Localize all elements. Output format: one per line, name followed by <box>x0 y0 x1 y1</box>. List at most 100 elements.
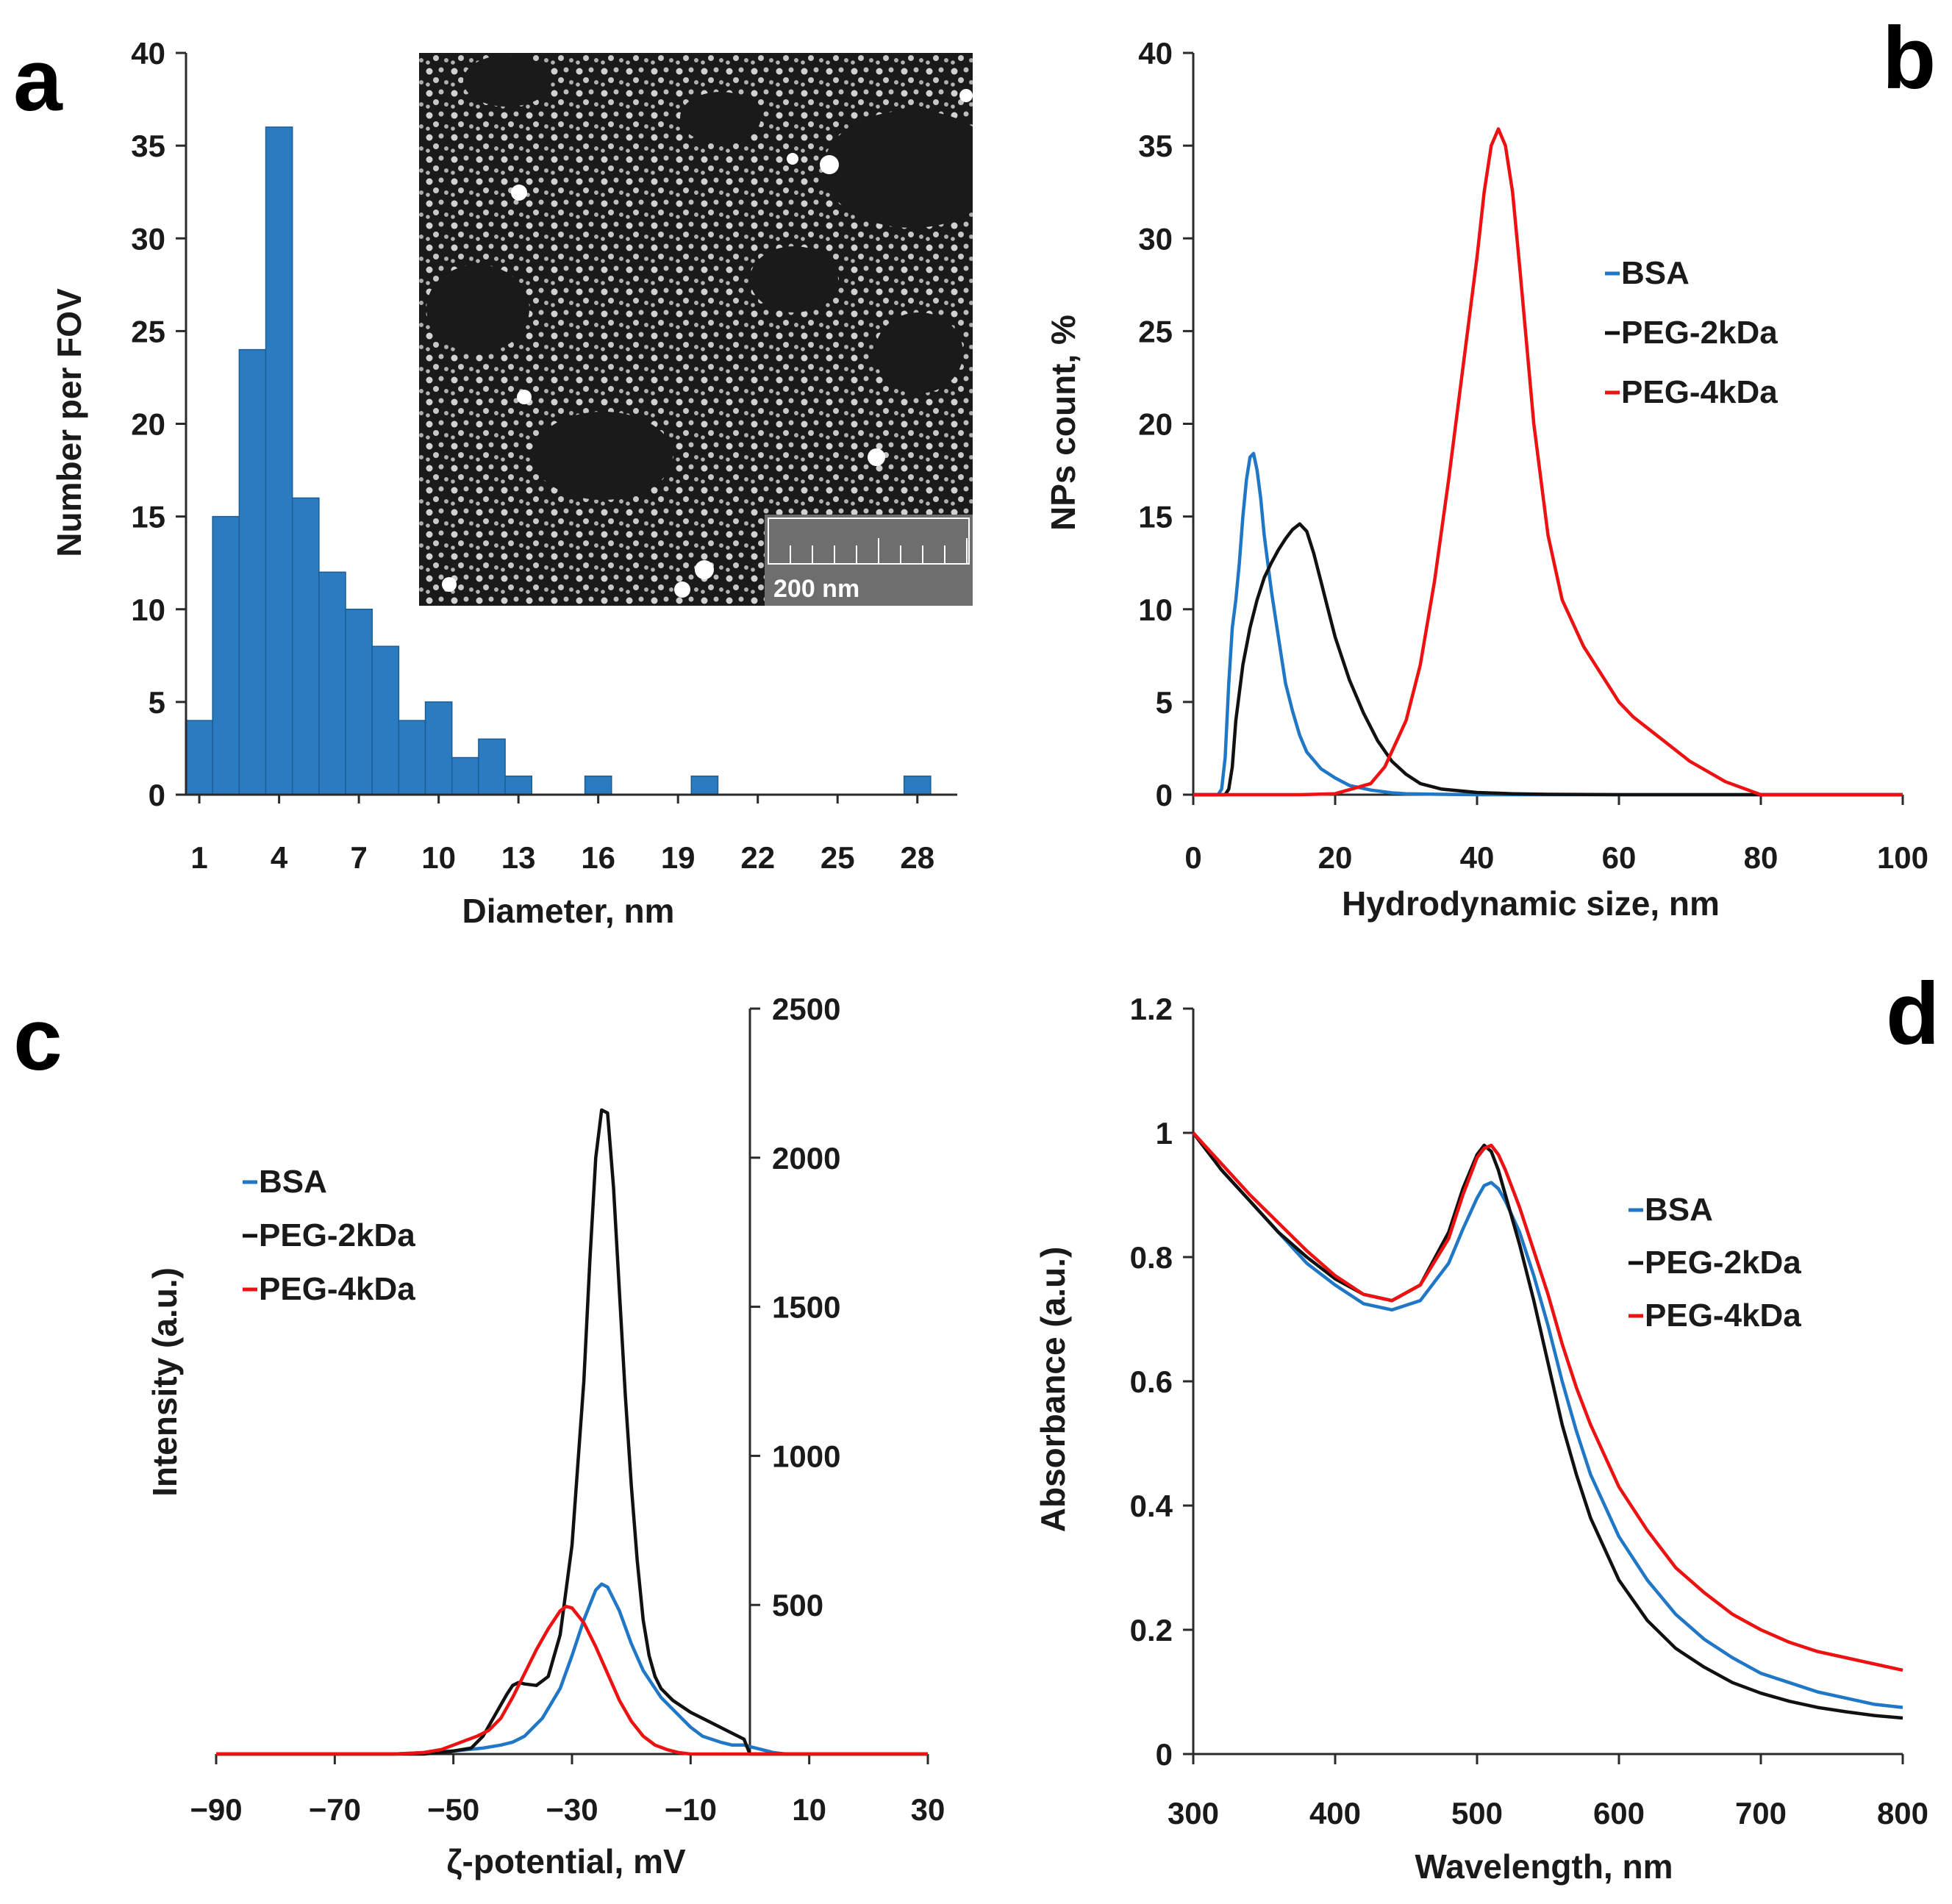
series-line-peg-2kda <box>1192 1131 1903 1720</box>
x-tick-label-a: 10 <box>421 840 456 875</box>
bar-7 <box>345 609 373 795</box>
x-tick-label: 30 <box>911 1792 945 1827</box>
y-tick-label-a: 40 <box>131 36 165 71</box>
x-tick-label: 40 <box>1460 840 1495 875</box>
y-tick-label: 25 <box>1138 314 1173 348</box>
x-tick-label: 800 <box>1877 1796 1928 1830</box>
inset-micrograph: 200 nm <box>419 53 973 606</box>
series-line-peg-2kda <box>1193 522 1903 797</box>
x-tick-label: −70 <box>309 1792 361 1827</box>
y-tick-label-a: 20 <box>131 407 165 442</box>
series-line-bsa <box>1192 1131 1903 1709</box>
chart-a: 0 5 10 15 20 25 30 35 40 1 4 7 10 13 16 19 22 25 28 Diamet… <box>50 36 973 930</box>
legend-c: BSA PEG-2kDa PEG-4kDa <box>243 1164 415 1307</box>
histogram-bars <box>185 126 932 795</box>
x-axis-label-b: Hydrodynamic size, nm <box>1342 884 1720 923</box>
y-tick-label: 5 <box>1156 685 1173 720</box>
y-tick-label: 40 <box>1138 36 1173 71</box>
legend-label-bsa: BSA <box>259 1164 327 1200</box>
x-tick-label-a: 19 <box>661 840 696 875</box>
y-tick-label: 2000 <box>772 1141 840 1175</box>
scale-bar <box>790 538 968 564</box>
axes-b: 0 5 10 15 20 25 30 35 40 0 20 40 60 80 100 <box>1138 36 1928 875</box>
bar-8 <box>371 645 400 795</box>
legend-label-peg-4kda: PEG-4kDa <box>1645 1298 1801 1334</box>
y-tick-label-a: 15 <box>131 500 165 534</box>
bar-10 <box>424 701 453 795</box>
x-tick-label: 0 <box>1184 840 1201 875</box>
legend-label-bsa: BSA <box>1621 255 1690 291</box>
chart-c: 500 1000 1500 2000 2500 −90 −70 −50 −30 −10 10 30 ζ… <box>146 992 945 1880</box>
y-tick-label: 10 <box>1138 593 1173 627</box>
bar-13 <box>504 776 532 795</box>
y-axis-label-d: Absorbance (a.u.) <box>1034 1247 1072 1533</box>
panel-label-b: b <box>1882 9 1936 107</box>
series-line-peg-4kda <box>216 1604 928 1756</box>
x-tick-label-a: 4 <box>271 840 288 875</box>
y-tick-label: 15 <box>1138 500 1173 534</box>
x-tick-label: 100 <box>1877 840 1928 875</box>
x-tick-label: 60 <box>1602 840 1637 875</box>
x-tick-label-a: 22 <box>740 840 775 875</box>
x-tick-label: −50 <box>427 1792 479 1827</box>
y-tick-label: 0.8 <box>1130 1240 1173 1275</box>
legend-b: BSA PEG-2kDa PEG-4kDa <box>1605 255 1778 410</box>
series-line-bsa <box>1193 451 1903 797</box>
y-tick-label: 0.4 <box>1130 1489 1173 1523</box>
axes-c: 500 1000 1500 2000 2500 −90 −70 −50 −30 −10 10 30 <box>190 992 945 1827</box>
series-line-peg-2kda <box>216 1108 928 1756</box>
y-tick-label: 20 <box>1138 407 1173 442</box>
legend-label-peg-2kda: PEG-2kDa <box>259 1217 415 1253</box>
x-tick-label: 700 <box>1735 1796 1787 1830</box>
axes-a: 0 5 10 15 20 25 30 35 40 1 4 7 10 13 16 19 22 25 28 <box>131 36 957 875</box>
bar-3 <box>238 348 267 795</box>
legend-label-bsa: BSA <box>1645 1192 1713 1228</box>
x-tick-label: −90 <box>190 1792 242 1827</box>
y-tick-label-a: 5 <box>149 685 165 720</box>
y-tick-label: 0 <box>1156 778 1173 812</box>
y-axis-label-c: Intensity (a.u.) <box>146 1267 184 1497</box>
bar-28 <box>903 776 932 795</box>
x-tick-label: 300 <box>1168 1796 1219 1830</box>
series-lines-b <box>1193 127 1903 797</box>
bar-5 <box>291 497 320 795</box>
legend-label-peg-2kda: PEG-2kDa <box>1621 315 1778 351</box>
series-line-peg-4kda <box>1192 1131 1903 1672</box>
bar-20 <box>690 776 719 795</box>
bar-16 <box>584 776 612 795</box>
legend-label-peg-4kda: PEG-4kDa <box>259 1271 415 1307</box>
x-tick-label-a: 13 <box>501 840 536 875</box>
legend-d: BSA PEG-2kDa PEG-4kDa <box>1629 1192 1801 1334</box>
y-tick-label: 1 <box>1156 1116 1173 1150</box>
panel-label-a: a <box>13 31 63 129</box>
x-tick-label: −10 <box>665 1792 717 1827</box>
y-tick-label: 2500 <box>772 992 840 1026</box>
bar-6 <box>318 571 346 795</box>
y-tick-label: 30 <box>1138 221 1173 256</box>
y-tick-label: 1.2 <box>1130 992 1173 1026</box>
bar-9 <box>398 720 426 795</box>
axes-d: 0 0.2 0.4 0.6 0.8 1 1.2 300 400 500 600 700 800 <box>1130 992 1928 1830</box>
y-tick-label-a: 35 <box>131 129 165 163</box>
y-axis-label-b: NPs count, % <box>1044 315 1082 531</box>
x-axis-label-c: ζ-potential, mV <box>446 1842 686 1880</box>
x-tick-label-a: 16 <box>581 840 615 875</box>
x-tick-label-a: 28 <box>900 840 934 875</box>
bar-4 <box>265 126 293 795</box>
chart-d: 0 0.2 0.4 0.6 0.8 1 1.2 300 400 500 600 700 800 Wave… <box>1034 992 1928 1886</box>
scale-bar-label: 200 nm <box>773 575 859 603</box>
bar-2 <box>212 515 240 795</box>
x-tick-label-a: 1 <box>190 840 207 875</box>
chart-b: 0 5 10 15 20 25 30 35 40 0 20 40 60 80 100 Hydrodynami… <box>1044 36 1928 923</box>
legend-label-peg-2kda: PEG-2kDa <box>1645 1245 1801 1281</box>
legend-label-peg-4kda: PEG-4kDa <box>1621 374 1778 410</box>
series-lines-c <box>216 1108 928 1756</box>
series-lines-d <box>1192 1131 1903 1720</box>
panel-label-c: c <box>13 990 62 1089</box>
y-tick-label: 0.6 <box>1130 1364 1173 1399</box>
bar-1 <box>185 720 213 795</box>
x-tick-label: 500 <box>1451 1796 1503 1830</box>
x-tick-label: 20 <box>1318 840 1353 875</box>
x-tick-label-a: 25 <box>821 840 855 875</box>
x-tick-label-a: 7 <box>350 840 367 875</box>
